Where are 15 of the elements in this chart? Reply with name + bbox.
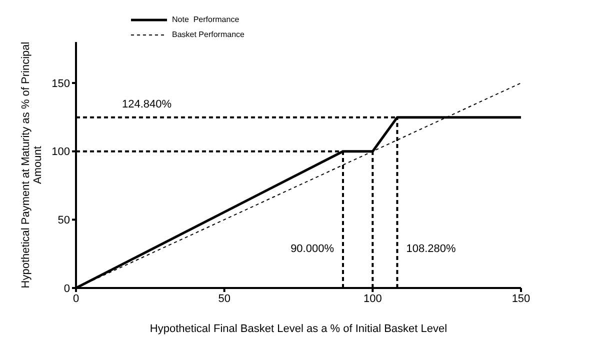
- legend-label: Note Performance: [172, 15, 240, 24]
- y-tick-label: 0: [64, 282, 70, 295]
- ref-line-label: 108.280%: [406, 243, 456, 255]
- y-tick-label: 150: [52, 78, 70, 90]
- ref-line-label: 90.000%: [290, 243, 334, 255]
- ref-line-label: 124.840%: [122, 98, 172, 110]
- x-tick-label: 50: [218, 292, 230, 305]
- y-axis-title: Hypothetical Payment at Maturity as % of Principal Amount: [20, 42, 44, 288]
- y-tick-label: 100: [52, 146, 70, 158]
- x-tick-label: 100: [363, 292, 382, 305]
- x-axis-title: Hypothetical Final Basket Level as a % of Initial Basket Level: [150, 323, 448, 335]
- y-tick-label: 50: [58, 214, 70, 227]
- legend-label: Basket Performance: [172, 30, 244, 39]
- x-tick-label: 150: [512, 292, 530, 305]
- x-tick-label: 0: [72, 292, 80, 305]
